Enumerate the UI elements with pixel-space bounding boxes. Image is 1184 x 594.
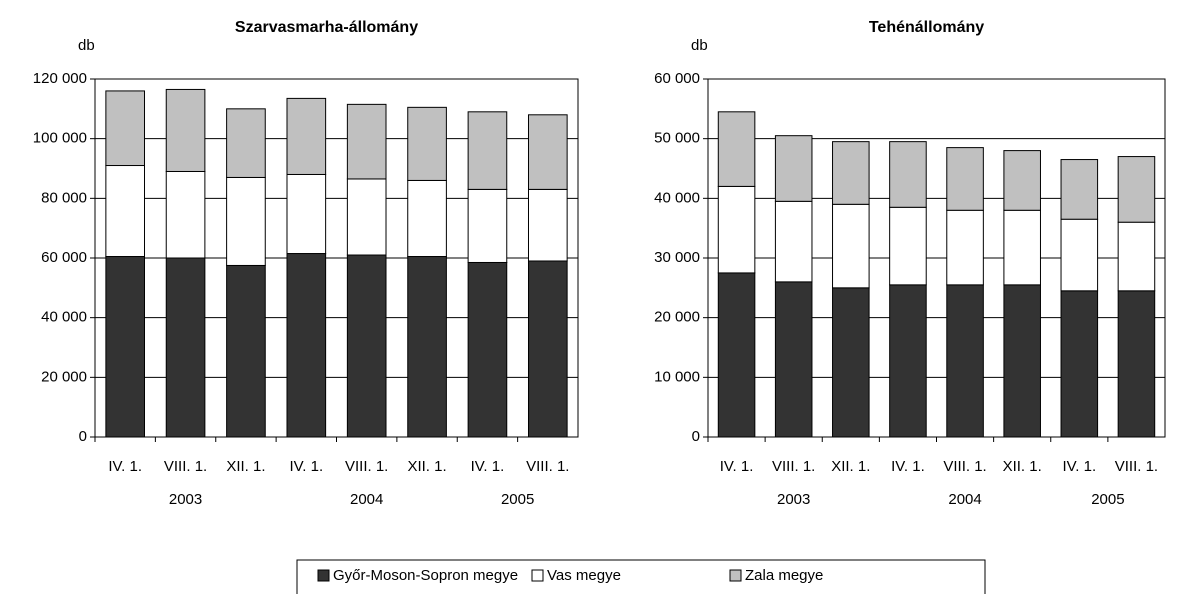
bar-segment — [105, 90, 146, 167]
bar-segment — [1003, 209, 1041, 286]
bar-segment — [226, 108, 266, 178]
y-tick-label: 60 000 — [41, 249, 87, 266]
bar-segment — [1060, 159, 1099, 220]
bar-segment — [165, 88, 206, 172]
legend-swatch — [531, 569, 544, 582]
x-tick-label: VIII. 1. — [345, 458, 388, 475]
x-tick-label: VIII. 1. — [943, 458, 986, 475]
bar-segment — [527, 260, 568, 438]
bar-segment — [467, 111, 508, 190]
bar-segment — [346, 103, 387, 180]
x-tick-label: IV. 1. — [720, 458, 754, 475]
bar-segment — [889, 206, 927, 286]
y-tick-label: 50 000 — [654, 130, 700, 147]
legend-swatch — [729, 569, 742, 582]
y-tick-label: 80 000 — [41, 189, 87, 206]
bar-segment — [1117, 290, 1156, 438]
bar-segment — [165, 170, 206, 259]
x-tick-label: VIII. 1. — [526, 458, 569, 475]
bar-segment — [407, 256, 447, 438]
bar-segment — [832, 141, 870, 205]
bar-segment — [527, 188, 568, 262]
bar-segment — [226, 176, 266, 266]
x-tick-label: IV. 1. — [891, 458, 925, 475]
group-label: 2004 — [350, 491, 383, 508]
bar-segment — [717, 185, 756, 274]
bar-segment — [286, 173, 327, 255]
bar-segment — [832, 203, 870, 289]
bar-segment — [1117, 156, 1156, 223]
bar-segment — [527, 114, 568, 190]
legend-box — [296, 559, 986, 594]
x-tick-label: IV. 1. — [289, 458, 323, 475]
chart-title: Tehénállomány — [869, 19, 984, 36]
y-tick-label: 120 000 — [33, 70, 87, 87]
bar-segment — [286, 253, 327, 438]
chart-title: Szarvasmarha-állomány — [235, 19, 418, 36]
legend-label: Győr-Moson-Sopron megye — [333, 567, 518, 584]
x-tick-label: IV. 1. — [1062, 458, 1096, 475]
y-tick-label: 100 000 — [33, 130, 87, 147]
bar-segment — [165, 257, 206, 438]
x-tick-label: VIII. 1. — [772, 458, 815, 475]
bar-segment — [774, 281, 813, 438]
y-tick-label: 40 000 — [41, 309, 87, 326]
y-tick-label: 0 — [692, 428, 700, 445]
bar-segment — [105, 165, 146, 258]
y-tick-label: 20 000 — [654, 309, 700, 326]
bar-segment — [1060, 290, 1099, 438]
x-tick-label: IV. 1. — [471, 458, 505, 475]
bar-segment — [407, 106, 447, 181]
group-label: 2005 — [1091, 491, 1124, 508]
bar-segment — [226, 264, 266, 438]
bar-segment — [774, 135, 813, 202]
y-tick-label: 20 000 — [41, 368, 87, 385]
bar-segment — [407, 179, 447, 258]
bar-segment — [346, 254, 387, 438]
bar-segment — [889, 284, 927, 438]
bar-segment — [774, 200, 813, 283]
bar-segment — [1060, 218, 1099, 292]
legend-swatch — [317, 569, 330, 582]
bar-segment — [946, 209, 984, 286]
legend-label: Zala megye — [745, 567, 823, 584]
y-tick-label: 60 000 — [654, 70, 700, 87]
x-tick-label: IV. 1. — [108, 458, 142, 475]
bar-segment — [1117, 221, 1156, 292]
bar-segment — [105, 256, 146, 438]
bar-segment — [286, 97, 327, 175]
y-axis-label: db — [691, 37, 708, 54]
y-tick-label: 40 000 — [654, 189, 700, 206]
x-tick-label: XII. 1. — [226, 458, 265, 475]
bar-segment — [717, 272, 756, 438]
y-axis-label: db — [78, 37, 95, 54]
bar-segment — [467, 188, 508, 263]
bar-segment — [467, 261, 508, 438]
x-tick-label: XII. 1. — [1003, 458, 1042, 475]
group-label: 2005 — [501, 491, 534, 508]
bar-segment — [889, 141, 927, 208]
group-label: 2004 — [948, 491, 981, 508]
x-tick-label: XII. 1. — [831, 458, 870, 475]
group-label: 2003 — [169, 491, 202, 508]
bar-segment — [1003, 150, 1041, 211]
bar-segment — [346, 178, 387, 256]
x-tick-label: VIII. 1. — [164, 458, 207, 475]
bar-segment — [946, 284, 984, 438]
y-tick-label: 10 000 — [654, 368, 700, 385]
bar-segment — [832, 287, 870, 438]
y-tick-label: 30 000 — [654, 249, 700, 266]
y-tick-label: 0 — [79, 428, 87, 445]
bar-segment — [1003, 284, 1041, 438]
group-label: 2003 — [777, 491, 810, 508]
bar-segment — [717, 111, 756, 187]
x-tick-label: VIII. 1. — [1115, 458, 1158, 475]
bar-segment — [946, 147, 984, 211]
x-tick-label: XII. 1. — [407, 458, 446, 475]
legend-label: Vas megye — [547, 567, 621, 584]
